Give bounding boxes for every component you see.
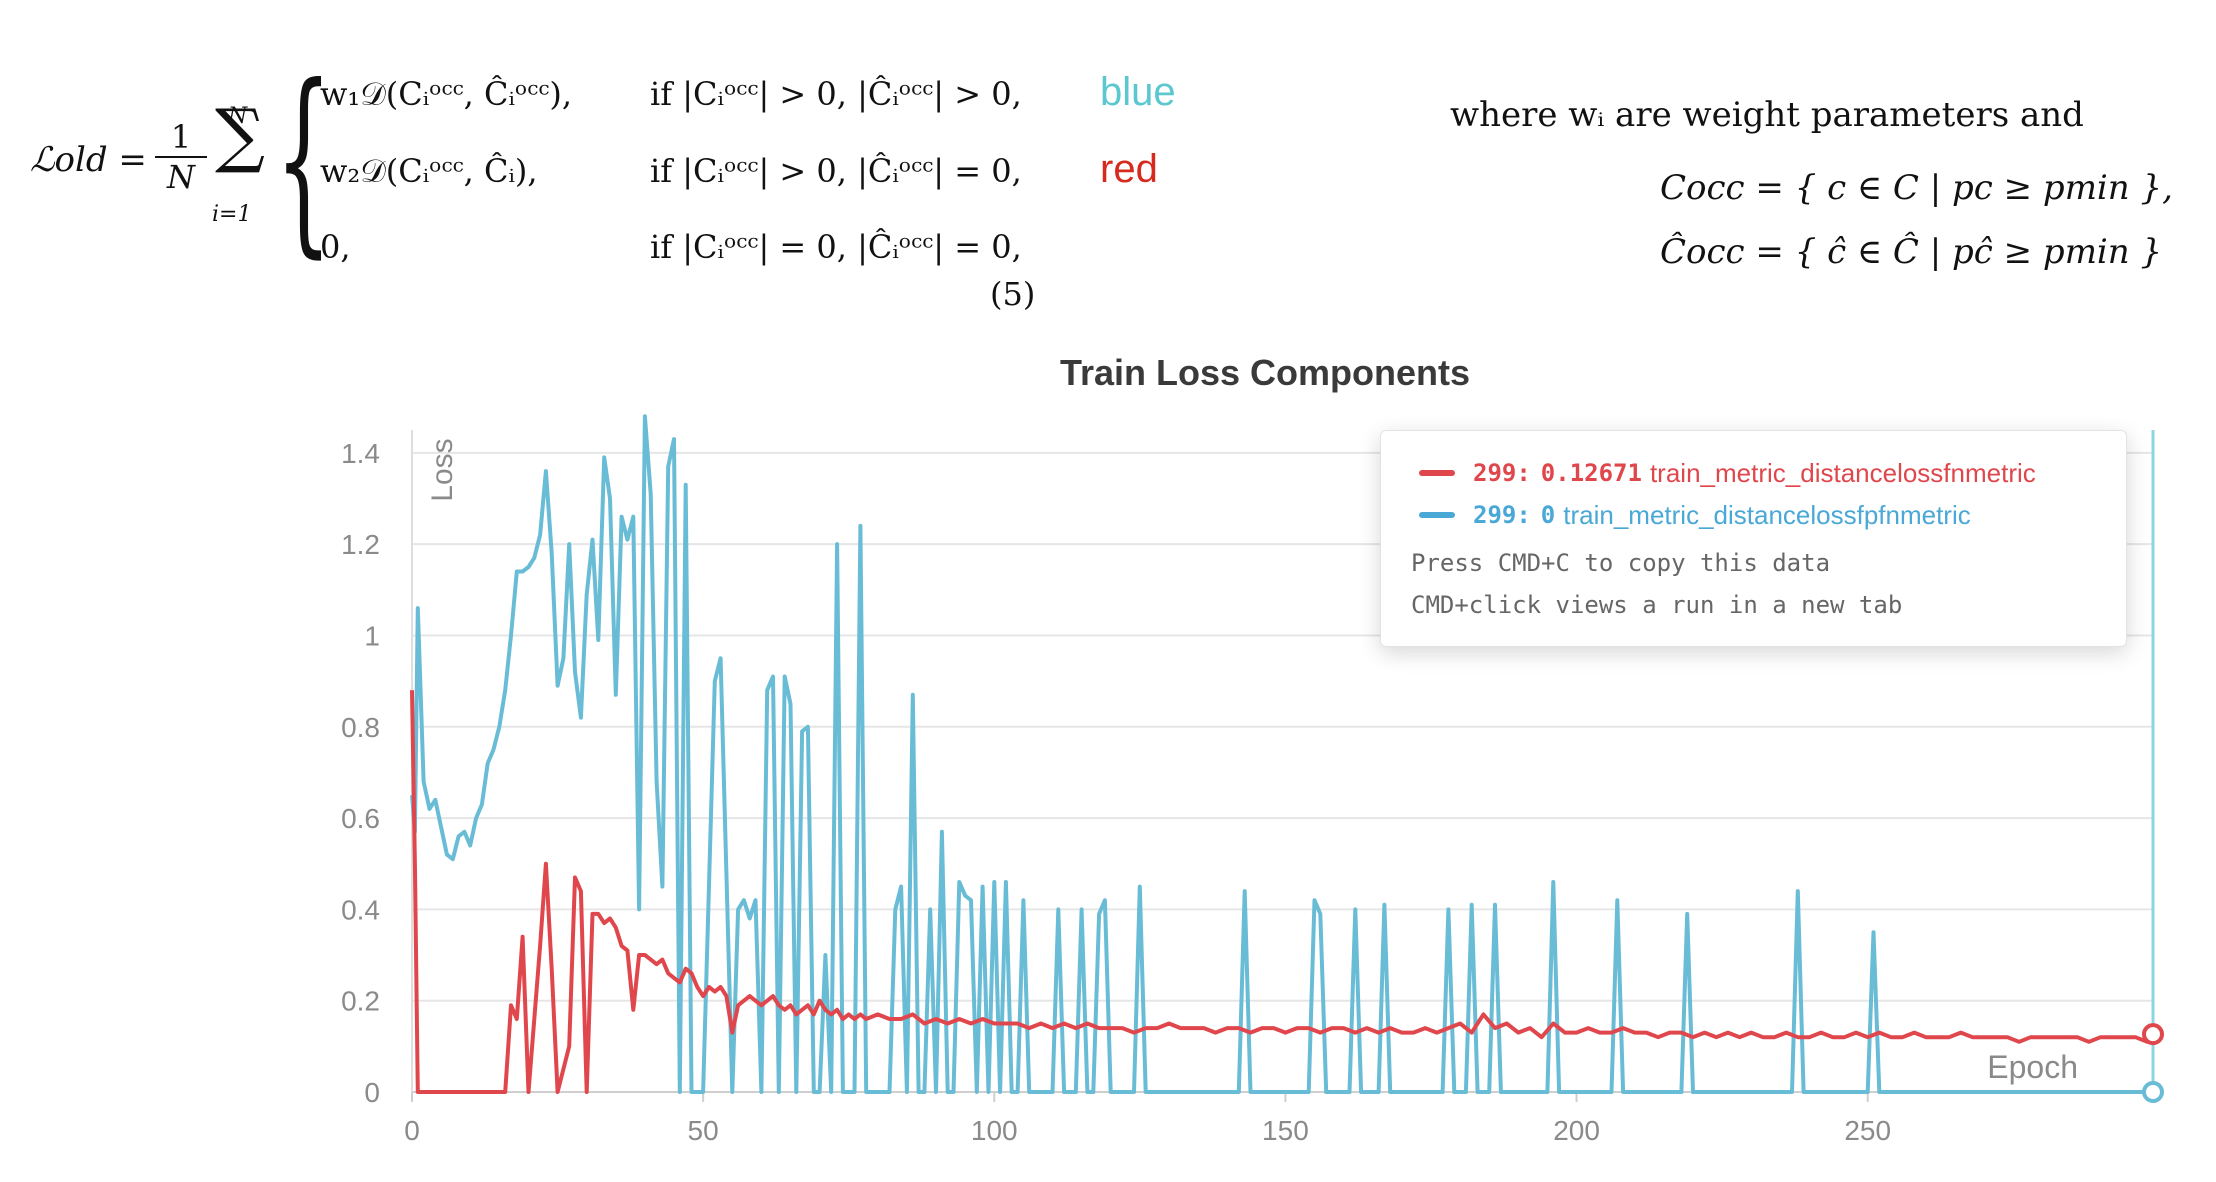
case-2-condition: if |Cᵢᵒᶜᶜ| > 0, |Ĉᵢᵒᶜᶜ| = 0, xyxy=(650,152,1022,190)
legend-swatch-fn xyxy=(1419,470,1455,476)
chart-series xyxy=(410,414,2155,1094)
x-tick-label: 250 xyxy=(1844,1115,1891,1146)
series-end-marker-fn xyxy=(2142,1023,2164,1046)
x-tick-label: 0 xyxy=(404,1115,420,1146)
set-definition-occ-hat: Ĉocc = { ĉ ∈ Ĉ | pĉ ≥ pmin } xyxy=(1660,232,2163,272)
series-end-marker-fpfn xyxy=(2142,1081,2164,1103)
summation-symbol: ∑ xyxy=(215,94,265,176)
y-tick-label: 0.4 xyxy=(341,894,380,925)
legend-hint-click: CMD+click views a run in a new tab xyxy=(1411,591,1903,619)
case-1-tag: blue xyxy=(1100,70,1176,114)
x-tick-label: 100 xyxy=(971,1115,1018,1146)
y-tick-label: 0.2 xyxy=(341,986,380,1017)
x-tick-label: 50 xyxy=(688,1115,719,1146)
y-tick-label: 0.8 xyxy=(341,712,380,743)
legend-step: 299: xyxy=(1473,501,1531,529)
summation-lower: i=1 xyxy=(212,202,252,227)
case-3-condition: if |Cᵢᵒᶜᶜ| = 0, |Ĉᵢᵒᶜᶜ| = 0, xyxy=(650,228,1022,266)
y-axis-label: Loss xyxy=(426,438,459,501)
series-line-fpfn xyxy=(410,414,2153,1094)
chart-title: Train Loss Components xyxy=(1059,352,1471,393)
case-1-expression: w₁𝒟(Cᵢᵒᶜᶜ, Ĉᵢᵒᶜᶜ), xyxy=(320,75,573,113)
legend-series-name: train_metric_distancelossfnmetric xyxy=(1649,457,2036,488)
set-definition-occ: Cocc = { c ∈ C | pc ≥ pmin }, xyxy=(1660,168,2173,208)
case-1-condition: if |Cᵢᵒᶜᶜ| > 0, |Ĉᵢᵒᶜᶜ| > 0, xyxy=(650,75,1022,113)
x-tick-label: 200 xyxy=(1553,1115,1600,1146)
legend-value: 0 xyxy=(1540,501,1556,529)
legend-swatch-fpfn xyxy=(1419,512,1455,518)
legend-series-name: train_metric_distancelossfpfnmetric xyxy=(1563,499,1971,530)
legend-row-fpfn: 299: 0 train_metric_distancelossfpfnmetr… xyxy=(1419,495,1971,535)
y-tick-label: 0.6 xyxy=(341,803,380,834)
fraction-numerator: 1 xyxy=(155,118,207,158)
legend-value: 0.12671 xyxy=(1540,459,1642,487)
legend-step: 299: xyxy=(1473,459,1531,487)
series-line-fn xyxy=(410,690,2155,1094)
legend-hint-copy: Press CMD+C to copy this data xyxy=(1411,549,1831,577)
where-clause: where wᵢ are weight parameters and xyxy=(1450,95,2084,135)
legend-tooltip: 299: 0.12671 train_metric_distancelossfn… xyxy=(1380,430,2127,647)
case-2-expression: w₂𝒟(Cᵢᵒᶜᶜ, Ĉᵢ), xyxy=(320,152,538,190)
chart-overlay xyxy=(2142,430,2164,1103)
y-tick-label: 1 xyxy=(364,620,380,651)
equation-fraction: 1 N xyxy=(155,118,207,196)
equation-number: (5) xyxy=(990,275,1036,313)
equation-lhs: ℒold = xyxy=(30,140,147,180)
chart-ticks: 0 0.2 0.4 0.6 0.8 1 1.2 1.4 0 50 100 150 200 250 Loss E… xyxy=(341,438,2078,1146)
y-tick-label: 1.2 xyxy=(341,529,380,560)
case-3-expression: 0, xyxy=(320,228,351,266)
summation-upper: N xyxy=(228,104,248,129)
x-axis-label: Epoch xyxy=(1987,1049,2078,1085)
legend-row-fn: 299: 0.12671 train_metric_distancelossfn… xyxy=(1419,453,2036,493)
case-2-tag: red xyxy=(1100,147,1158,191)
y-tick-label: 0 xyxy=(364,1077,380,1108)
cases-brace: { xyxy=(275,43,333,276)
y-tick-label: 1.4 xyxy=(341,438,380,469)
x-tick-label: 150 xyxy=(1262,1115,1309,1146)
fraction-denominator: N xyxy=(167,158,195,196)
